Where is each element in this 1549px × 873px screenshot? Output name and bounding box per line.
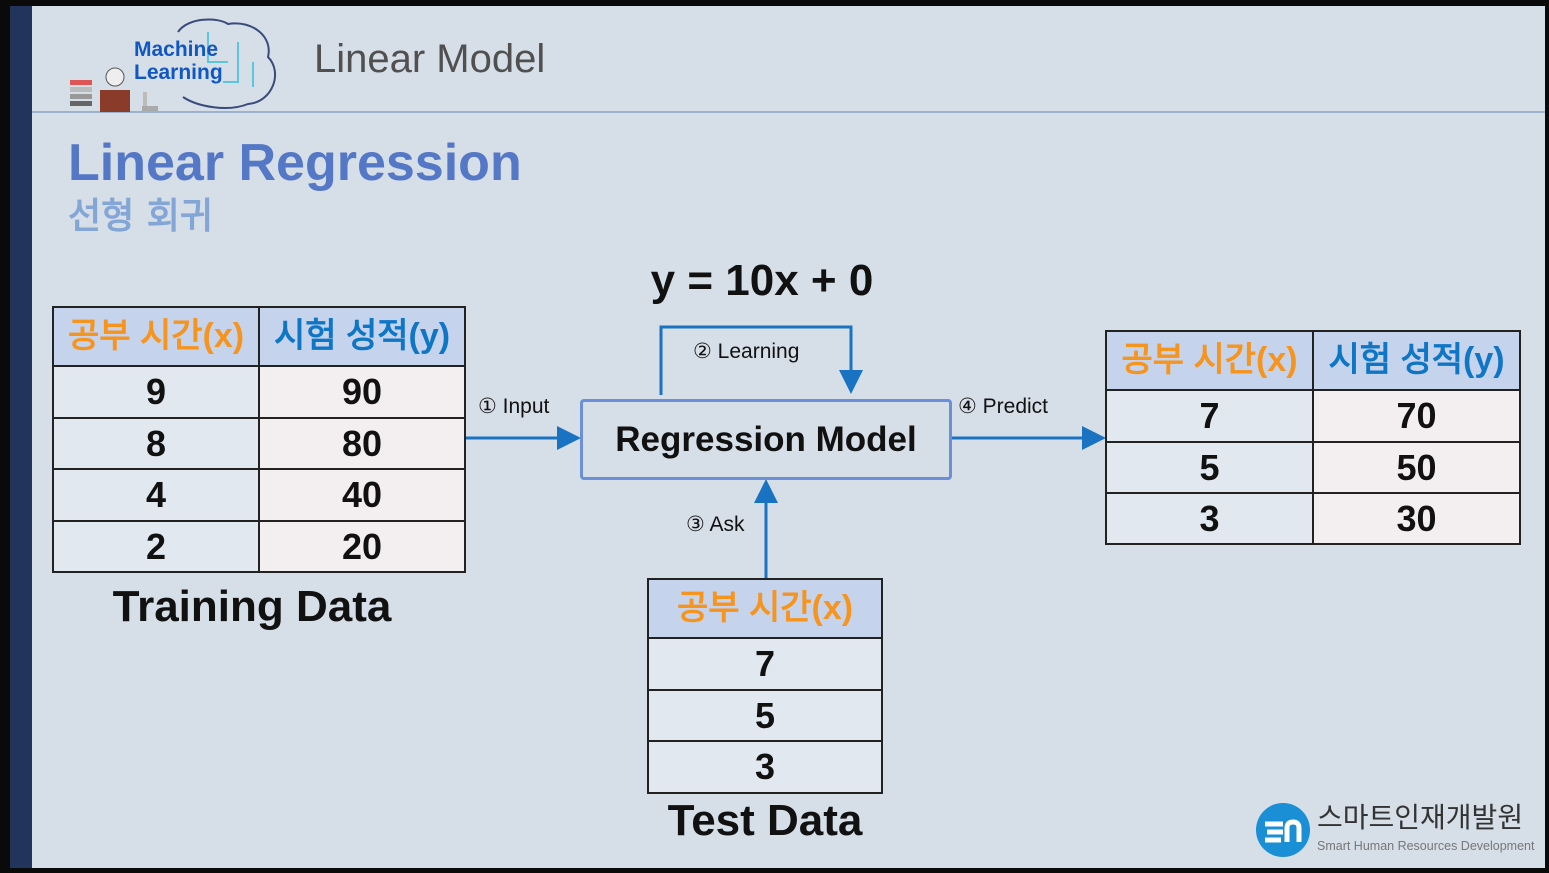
table-row: 4 40 [52,468,466,522]
table-row: 8 80 [52,417,466,470]
training-table: 공부 시간(x) 시험 성적(y) 9 90 8 80 4 40 2 20 [52,306,466,573]
equation: y = 10x + 0 [650,256,874,305]
cell-x: 2 [52,520,260,573]
regression-model-box: Regression Model [580,399,952,480]
cell-x: 3 [647,740,883,794]
cell-x: 7 [647,637,883,691]
table-row: 5 50 [1105,441,1521,494]
header-study-hours: 공부 시간(x) [647,578,883,639]
header-study-hours: 공부 시간(x) [1105,330,1314,391]
step-ask-label: ③ Ask [686,513,745,536]
slide-sidebar [10,6,32,868]
header-exam-score: 시험 성적(y) [258,306,466,367]
table-row: 7 70 [1105,389,1521,443]
step-predict-label: ④ Predict [958,395,1049,418]
header-study-hours: 공부 시간(x) [52,306,260,367]
logo-text-line: Learning [134,61,223,84]
header-divider [32,111,1545,113]
slide: Machine Learning Linear Model Linear Regr… [10,6,1545,868]
brand-logo: 스마트인재개발원 Smart Human Resources Developme… [1255,802,1545,862]
flow-arrows [466,325,1106,578]
cell-y: 80 [258,417,466,470]
cell-y: 70 [1312,389,1521,443]
brain-robot-icon [70,18,277,112]
step-input-label: ① Input [478,395,550,418]
training-caption: Training Data [112,582,392,631]
cell-y: 50 [1312,441,1521,494]
table-row: 3 30 [1105,492,1521,545]
logo-text: Machine Learning [134,38,223,84]
brand-tagline: Smart Human Resources Development [1317,839,1535,853]
test-caption: Test Data [667,796,863,845]
learning-arrow [659,325,863,395]
cell-x: 8 [52,417,260,470]
smhrd-logo-icon [1256,803,1310,857]
table-row: 3 [647,740,883,794]
table-row: 9 90 [52,365,466,419]
cell-x: 4 [52,468,260,522]
cell-y: 30 [1312,492,1521,545]
cell-x: 3 [1105,492,1314,545]
header-title: Linear Model [314,37,546,81]
cell-y: 40 [258,468,466,522]
prediction-table: 공부 시간(x) 시험 성적(y) 7 70 5 50 3 30 [1105,330,1521,545]
table-row: 2 20 [52,520,466,573]
table-row: 7 [647,637,883,691]
test-table: 공부 시간(x) 7 5 3 [647,578,883,794]
cell-x: 7 [1105,389,1314,443]
machine-learning-logo: Machine Learning [68,12,283,112]
cell-x: 9 [52,365,260,419]
slide-title: Linear Regression [68,134,522,192]
cell-y: 20 [258,520,466,573]
logo-text-line: Machine [134,38,219,61]
cell-x: 5 [647,689,883,742]
cell-y: 90 [258,365,466,419]
cell-x: 5 [1105,441,1314,494]
step-learning-label: ② Learning [693,340,800,363]
header-exam-score: 시험 성적(y) [1312,330,1521,391]
slide-subtitle: 선형 회귀 [68,196,214,237]
table-row: 5 [647,689,883,742]
brand-name: 스마트인재개발원 [1317,801,1524,834]
